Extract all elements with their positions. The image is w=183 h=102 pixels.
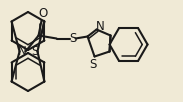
Text: N: N xyxy=(18,45,27,58)
Text: S: S xyxy=(31,45,38,58)
Text: S: S xyxy=(69,32,76,45)
Text: N: N xyxy=(96,20,105,33)
Text: O: O xyxy=(38,7,47,20)
Text: S: S xyxy=(89,58,96,71)
